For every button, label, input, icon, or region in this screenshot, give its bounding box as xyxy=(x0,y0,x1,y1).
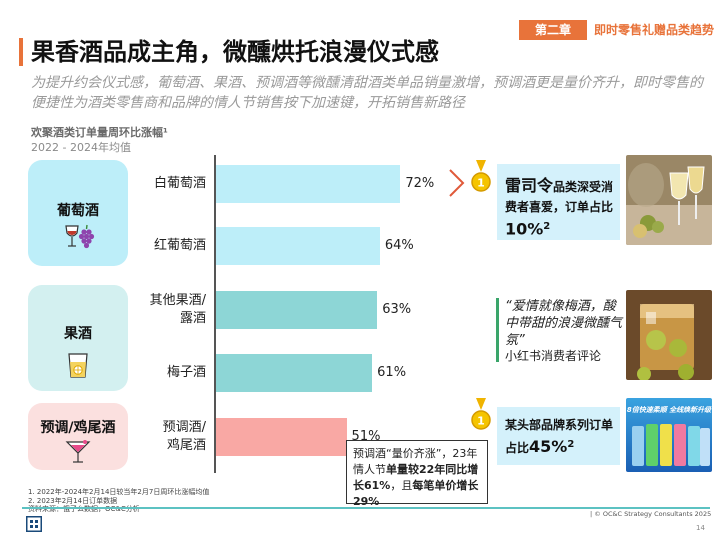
bar-value-label: 61% xyxy=(377,365,407,380)
category-label-cocktail: 预调/鸡尾酒 xyxy=(40,420,116,436)
rtd-cans-photo: 8倍快速柔顺 全线焕新升级 xyxy=(626,398,712,472)
bar xyxy=(216,418,347,456)
callout-rtd-pct: 45% xyxy=(529,437,568,456)
bar-value-label: 63% xyxy=(382,302,412,317)
bar-value-label: 64% xyxy=(384,238,414,253)
quote-source: 小红书消费者评论 xyxy=(505,349,602,363)
footnote-1: 1. 2022年-2024年2月14日较当年2月7日周环比涨幅均值 xyxy=(28,488,210,496)
page-number: 14 xyxy=(696,524,705,532)
consumer-quote: “爱情就像梅酒，酸中带甜的浪漫微醺气氛” xyxy=(505,299,623,348)
title-accent-bar xyxy=(19,38,23,66)
footnote-2: 2. 2023年2月14日订单数据 xyxy=(28,497,118,505)
callout-rtd-brand: 某头部品牌系列订单占比45%2 xyxy=(497,407,620,465)
footer-divider xyxy=(22,507,710,509)
rtd-can-slogan: 8倍快速柔顺 全线焕新升级 xyxy=(627,405,712,414)
page-title: 果香酒品成主角，微醺烘托浪漫仪式感 xyxy=(31,38,439,66)
note-highlight: 单量较22年同比增长61% xyxy=(353,463,479,492)
callout-rtd-text: 某头部品牌系列订单占比45%2 xyxy=(505,415,617,458)
callout-rtd-desc: 某头部品牌系列订单占比 xyxy=(505,418,614,455)
callout-riesling-footnote: 2 xyxy=(543,221,551,232)
bar-category-label: 红葡萄酒 xyxy=(153,238,206,253)
wine-glass-icon xyxy=(65,224,95,249)
medal-icon: 1 xyxy=(471,398,491,430)
chart-subtitle: 2022 - 2024年均值 xyxy=(31,141,131,154)
callout-riesling-text: 雷司令品类深受消费者喜爱，订单占比 10%2 xyxy=(505,176,617,241)
medal-icon: 1 xyxy=(471,160,491,192)
callout-riesling-desc: 品类深受消费者喜爱，订单占比 xyxy=(505,180,614,214)
bar-category-label: 白葡萄酒 xyxy=(153,176,206,191)
bar-category-label: 其他果酒/露酒 xyxy=(149,293,206,326)
note-highlight: 每笔单价增长29% xyxy=(353,479,479,508)
copyright: | © OC&C Strategy Consultants 2025 xyxy=(590,510,712,518)
category-panel-wine: 葡萄酒 xyxy=(28,160,128,266)
chapter-title: 即时零售礼赠品类趋势 xyxy=(594,23,715,37)
svg-text:1: 1 xyxy=(477,177,485,190)
category-panel-fruit-wine: 果酒 xyxy=(28,285,128,391)
category-label-fruit-wine: 果酒 xyxy=(64,326,92,342)
bar xyxy=(216,354,373,392)
callout-riesling-brand: 雷司令 xyxy=(505,176,554,195)
callout-riesling: 雷司令品类深受消费者喜爱，订单占比 10%2 xyxy=(497,164,620,240)
bar-category-label: 梅子酒 xyxy=(166,365,206,380)
note-text: ，且 xyxy=(390,479,413,492)
white-wine-photo xyxy=(626,155,712,245)
fruit-drink-icon xyxy=(68,353,88,378)
note-text: 预调酒“量价齐涨”，23年情人节 xyxy=(353,447,478,476)
chevron-right-icon xyxy=(449,169,465,197)
page-subtitle: 为提升约会仪式感，葡萄酒、果酒、预调酒等微醺清甜酒类单品销量激增，预调酒更是量价… xyxy=(31,75,703,111)
quote-accent-bar xyxy=(496,298,499,362)
chart-title: 欢聚酒类订单量周环比涨幅¹ xyxy=(31,126,168,139)
category-panel-cocktail: 预调/鸡尾酒 xyxy=(28,403,128,470)
svg-text:1: 1 xyxy=(477,415,485,428)
chart-axis-line xyxy=(214,155,216,473)
bar xyxy=(216,165,401,203)
chapter-tag: 第二章 xyxy=(519,20,587,40)
bar xyxy=(216,227,380,265)
callout-rtd-footnote: 2 xyxy=(567,439,575,450)
rtd-note-box: 预调酒“量价齐涨”，23年情人节单量较22年同比增长61%，且每笔单价增长29% xyxy=(346,440,488,508)
bar xyxy=(216,291,378,329)
occ-logo-icon xyxy=(26,516,42,532)
bar-category-label: 预调酒/鸡尾酒 xyxy=(162,420,206,453)
callout-riesling-pct: 10% xyxy=(505,219,544,239)
footnote-source: 资料来源：饿了么数据，OC&C分析 xyxy=(28,505,140,513)
category-label-wine: 葡萄酒 xyxy=(57,203,99,219)
plum-wine-photo xyxy=(626,290,712,380)
bar-value-label: 72% xyxy=(405,176,435,191)
cocktail-glass-icon xyxy=(65,440,91,463)
